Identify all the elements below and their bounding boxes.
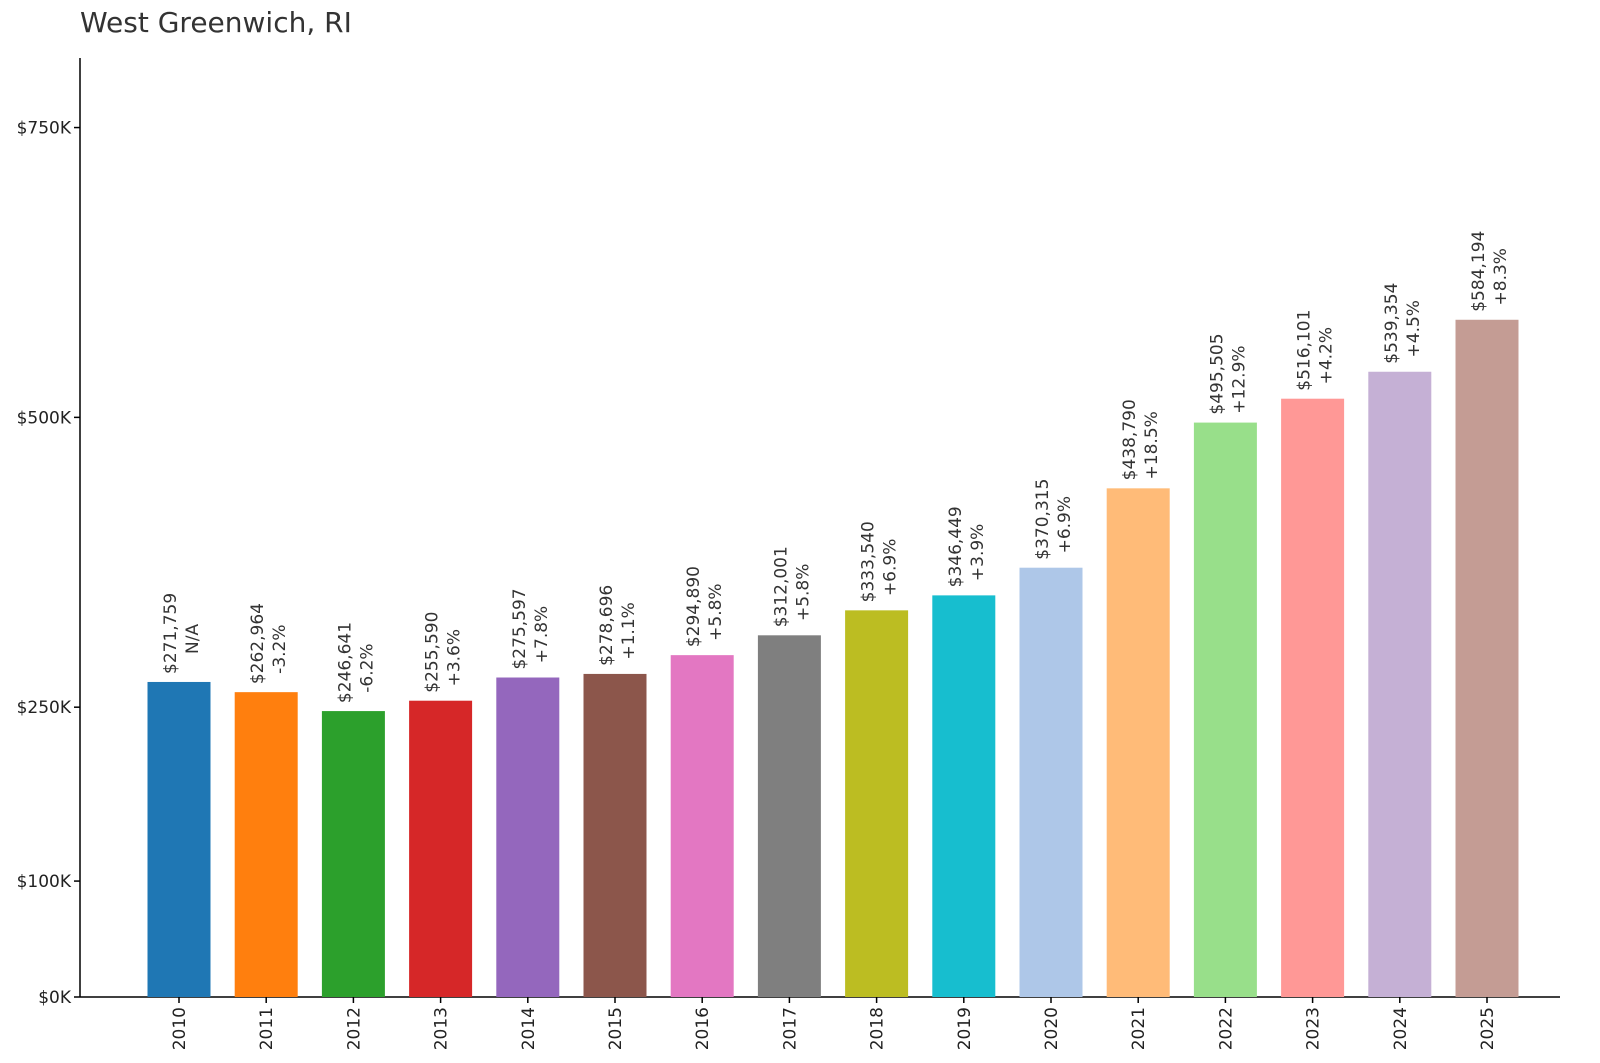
x-tick-label: 2017 [780,1007,800,1050]
y-axis: $0K $100K $250K $500K $750K [17,58,81,1008]
bar-2011 [234,692,298,997]
value-label: $275,597 [510,588,530,669]
bar-2025 [1455,319,1519,997]
change-label: N/A [183,624,203,654]
bar-2021 [1106,488,1170,997]
data-labels: $271,759 N/A $262,964 -3.2% $246,641 -6.2% $25… [161,231,1511,703]
x-tick-label: 2024 [1391,1007,1411,1050]
x-tick-label: 2019 [955,1007,975,1050]
bars [147,319,1519,997]
change-label: +18.5% [1142,411,1162,479]
bar-2024 [1368,371,1432,997]
bar-2015 [583,673,647,997]
x-tick-label: 2013 [432,1007,452,1050]
x-tick-label: 2021 [1129,1007,1149,1050]
x-tick-label: 2016 [693,1007,713,1050]
bar-2017 [757,635,821,997]
change-label: +8.3% [1491,248,1511,305]
bar-2018 [845,610,909,997]
value-label: $584,194 [1469,231,1489,312]
value-label: $516,101 [1295,310,1315,391]
change-label: +4.2% [1317,327,1337,384]
y-tick-label: $750K [17,119,72,139]
value-label: $333,540 [859,521,879,602]
bar-2022 [1193,422,1257,997]
value-label: $370,315 [1033,479,1053,560]
change-label: +5.8% [793,564,813,621]
change-label: -3.2% [270,624,290,673]
change-label: +3.9% [968,524,988,581]
bar-2010 [147,681,211,997]
x-tick-label: 2025 [1478,1007,1498,1050]
change-label: +6.9% [881,539,901,596]
bar-2016 [670,655,734,997]
bar-2023 [1281,398,1345,997]
value-label: $438,790 [1120,399,1140,480]
change-label: +5.8% [706,583,726,640]
value-label: $346,449 [946,506,966,587]
chart-title: West Greenwich, RI [80,6,352,39]
x-tick-label: 2023 [1304,1007,1324,1050]
change-label: +1.1% [619,602,639,659]
x-tick-label: 2015 [606,1007,626,1050]
value-label: $312,001 [771,546,791,627]
x-tick-label: 2022 [1216,1007,1236,1050]
x-tick-label: 2011 [257,1007,277,1050]
x-tick-label: 2014 [519,1007,539,1050]
change-label: +12.9% [1229,345,1249,413]
change-label: +4.5% [1404,300,1424,357]
value-label: $271,759 [161,593,181,674]
value-label: $294,890 [684,566,704,647]
bar-2012 [321,711,385,997]
y-tick-label: $250K [17,698,72,718]
y-tick-label: $500K [17,408,72,428]
change-label: +3.6% [445,629,465,686]
change-label: +7.8% [532,606,552,663]
x-tick-label: 2012 [344,1007,364,1050]
value-label: $246,641 [335,622,355,703]
x-tick-label: 2010 [170,1007,190,1050]
bar-2013 [409,700,473,997]
bar-2014 [496,677,560,997]
value-label: $278,696 [597,585,617,666]
bar-2019 [932,595,996,997]
value-label: $262,964 [248,603,268,684]
x-tick-label: 2020 [1042,1007,1062,1050]
value-label: $495,505 [1207,333,1227,414]
x-tick-label: 2018 [868,1007,888,1050]
value-label: $255,590 [423,612,443,693]
x-axis: 2010 2011 2012 2013 2014 2015 2016 2017 2018 2019… [80,996,1560,1050]
value-label: $539,354 [1382,283,1402,364]
bar-2020 [1019,567,1083,997]
change-label: -6.2% [357,643,377,692]
y-tick-label: $100K [17,872,72,892]
change-label: +6.9% [1055,496,1075,553]
y-tick-label: $0K [38,988,72,1008]
